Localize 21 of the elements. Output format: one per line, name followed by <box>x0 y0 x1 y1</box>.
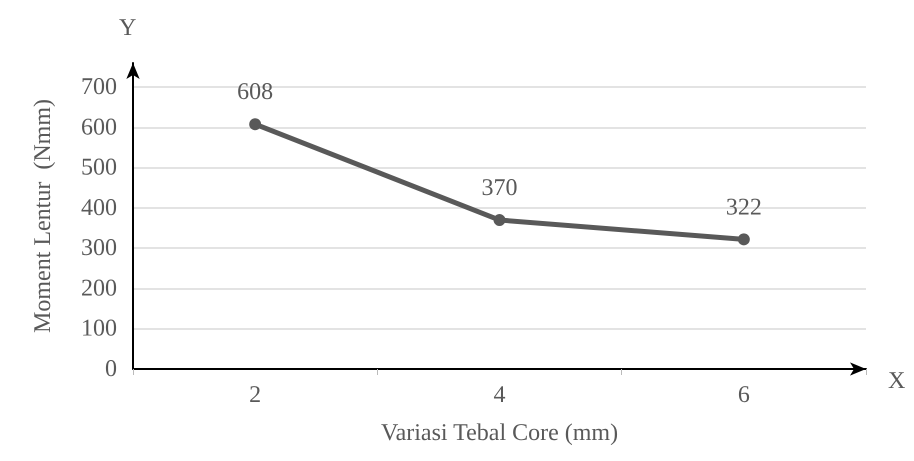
x-tick-label: 6 <box>738 382 750 408</box>
y-tick-label: 0 <box>105 356 117 382</box>
data-label: 322 <box>726 194 762 220</box>
point <box>249 118 262 130</box>
y-axis-title: Moment Lentur (Nmm) <box>30 99 56 333</box>
text: Y <box>119 15 136 41</box>
y-tick-label: 600 <box>81 114 117 140</box>
y-tick-label: 700 <box>81 74 117 100</box>
y-tick-label: 300 <box>81 235 117 262</box>
y-tick-label: 500 <box>81 154 117 181</box>
y-tick-label: 400 <box>81 194 117 221</box>
y-tick-label: 200 <box>81 275 117 302</box>
data-label: 370 <box>482 175 518 202</box>
point <box>738 233 750 246</box>
point <box>494 214 506 226</box>
y-tick-label: 100 <box>81 316 117 342</box>
x-tick-label: 2 <box>249 382 262 408</box>
data-label: 608 <box>237 79 274 106</box>
x-axis-title: Variasi Tebal Core (mm) <box>380 420 618 446</box>
text: X <box>888 368 906 394</box>
x-tick-label: 4 <box>494 382 506 408</box>
